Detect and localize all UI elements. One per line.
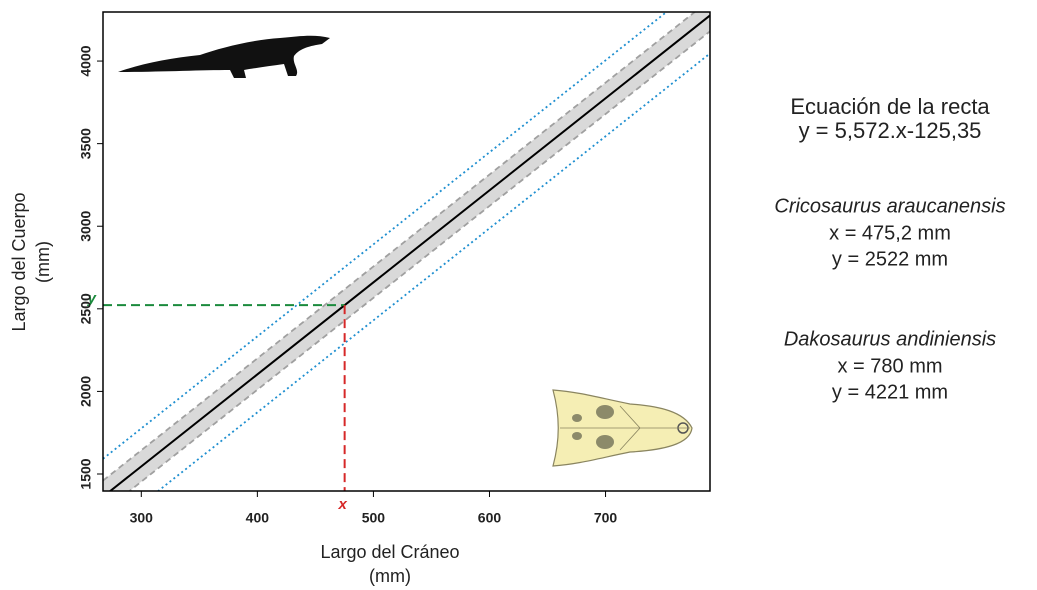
x-tick-label: 300 [130,510,154,526]
x-tick-label: 400 [246,510,270,526]
y-tick-label: 2000 [78,376,94,407]
confidence-band [103,12,710,491]
x-guide-label: x [337,496,347,513]
equation: y = 5,572.x-125,35 [799,118,982,143]
species-x: x = 780 mm [837,355,942,377]
y-tick-label: 4000 [78,45,94,76]
x-axis-label: (mm) [369,566,411,586]
species-y: y = 4221 mm [832,381,948,403]
skull-drawing [552,389,693,467]
species-name: Dakosaurus andiniensis [784,328,996,350]
y-axis-label: (mm) [33,241,53,283]
y-axis-label: Largo del Cuerpo [9,192,29,331]
equation-title: Ecuación de la recta [790,94,990,119]
y-tick-label: 3000 [78,210,94,241]
x-tick-label: 600 [478,510,502,526]
x-tick-label: 700 [594,510,618,526]
crocodile-silhouette [118,35,330,78]
y-guide-label: y [87,290,97,307]
species-name: Cricosaurus araucanensis [774,195,1005,217]
series-line [103,12,697,482]
species-x: x = 475,2 mm [829,222,951,244]
y-tick-label: 2500 [78,293,94,324]
x-tick-label: 500 [362,510,386,526]
series-line [128,30,710,491]
y-tick-label: 3500 [78,128,94,159]
plot-frame [102,11,711,492]
x-axis-label: Largo del Cráneo [320,542,459,562]
plot-data [103,12,710,491]
plot-area: y x 300 400 500 600 700 1500 2000 2500 3000 3500 400… [78,11,711,526]
species-y: y = 2522 mm [832,248,948,270]
series-line [156,52,710,491]
series-line [103,12,668,460]
series-line [108,14,710,491]
y-tick-label: 1500 [78,458,94,489]
